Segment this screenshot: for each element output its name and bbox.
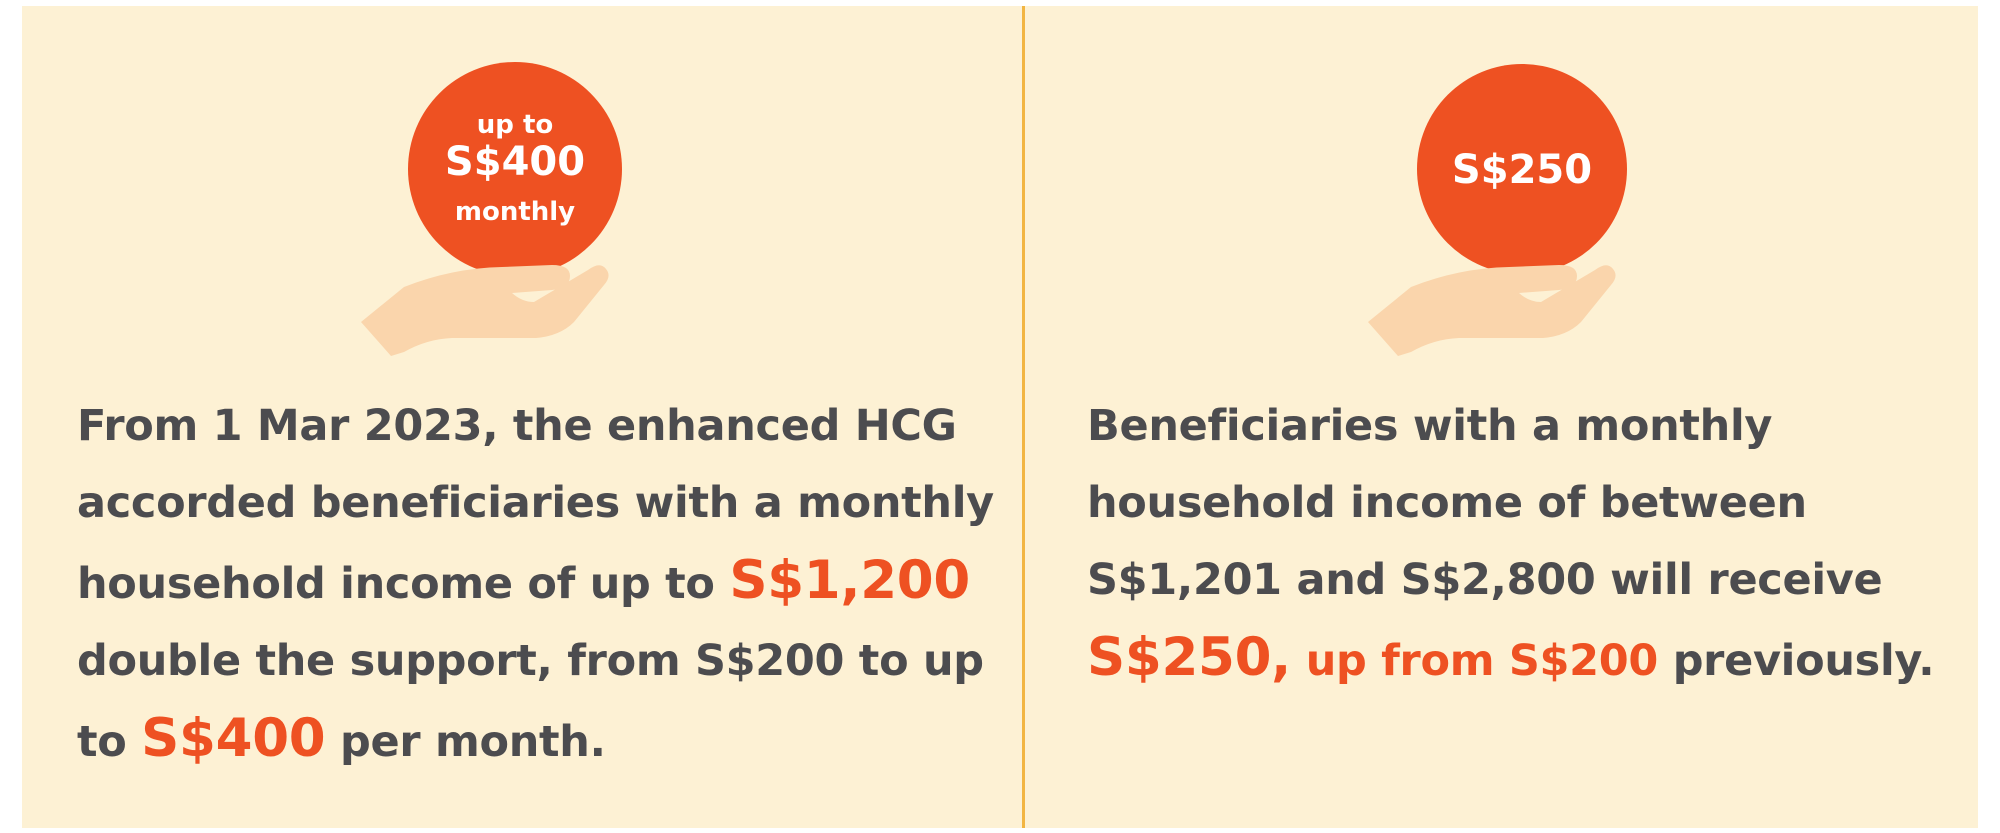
text-part: per month. <box>340 717 606 767</box>
highlight-amount: S$250, <box>1087 627 1292 688</box>
hand-holding-coin-icon <box>361 62 622 356</box>
coin-amount: S$250 <box>1451 147 1593 193</box>
left-panel: up to S$400 monthly From 1 Mar 2023, the… <box>22 6 1022 828</box>
coin <box>1417 64 1627 274</box>
text-part: From 1 Mar 2023, the enhanced HCG accord… <box>77 401 994 609</box>
right-panel: S$250 Beneficiaries with a monthly house… <box>1025 6 1978 828</box>
highlight-amount: S$400 <box>141 708 326 769</box>
coin-label-top: up to <box>476 110 554 140</box>
right-description: Beneficiaries with a monthly household i… <box>1087 388 1957 700</box>
left-description: From 1 Mar 2023, the enhanced HCG accord… <box>77 388 997 781</box>
coin <box>408 62 622 276</box>
highlight-text: up from S$200 <box>1305 636 1659 686</box>
hand-holding-coin-icon <box>1368 64 1627 356</box>
infographic-background <box>22 6 1978 828</box>
highlight-amount: S$1,200 <box>729 550 970 611</box>
coin-amount: S$400 <box>444 139 586 185</box>
text-part: double the support, from S$200 to up to <box>77 636 984 767</box>
hand <box>361 265 609 356</box>
panel-divider <box>1022 6 1025 828</box>
text-part: previously. <box>1672 636 1935 686</box>
text-part: Beneficiaries with a monthly household i… <box>1087 401 1883 605</box>
coin-label-bottom: monthly <box>454 197 576 227</box>
hand <box>1368 265 1616 356</box>
